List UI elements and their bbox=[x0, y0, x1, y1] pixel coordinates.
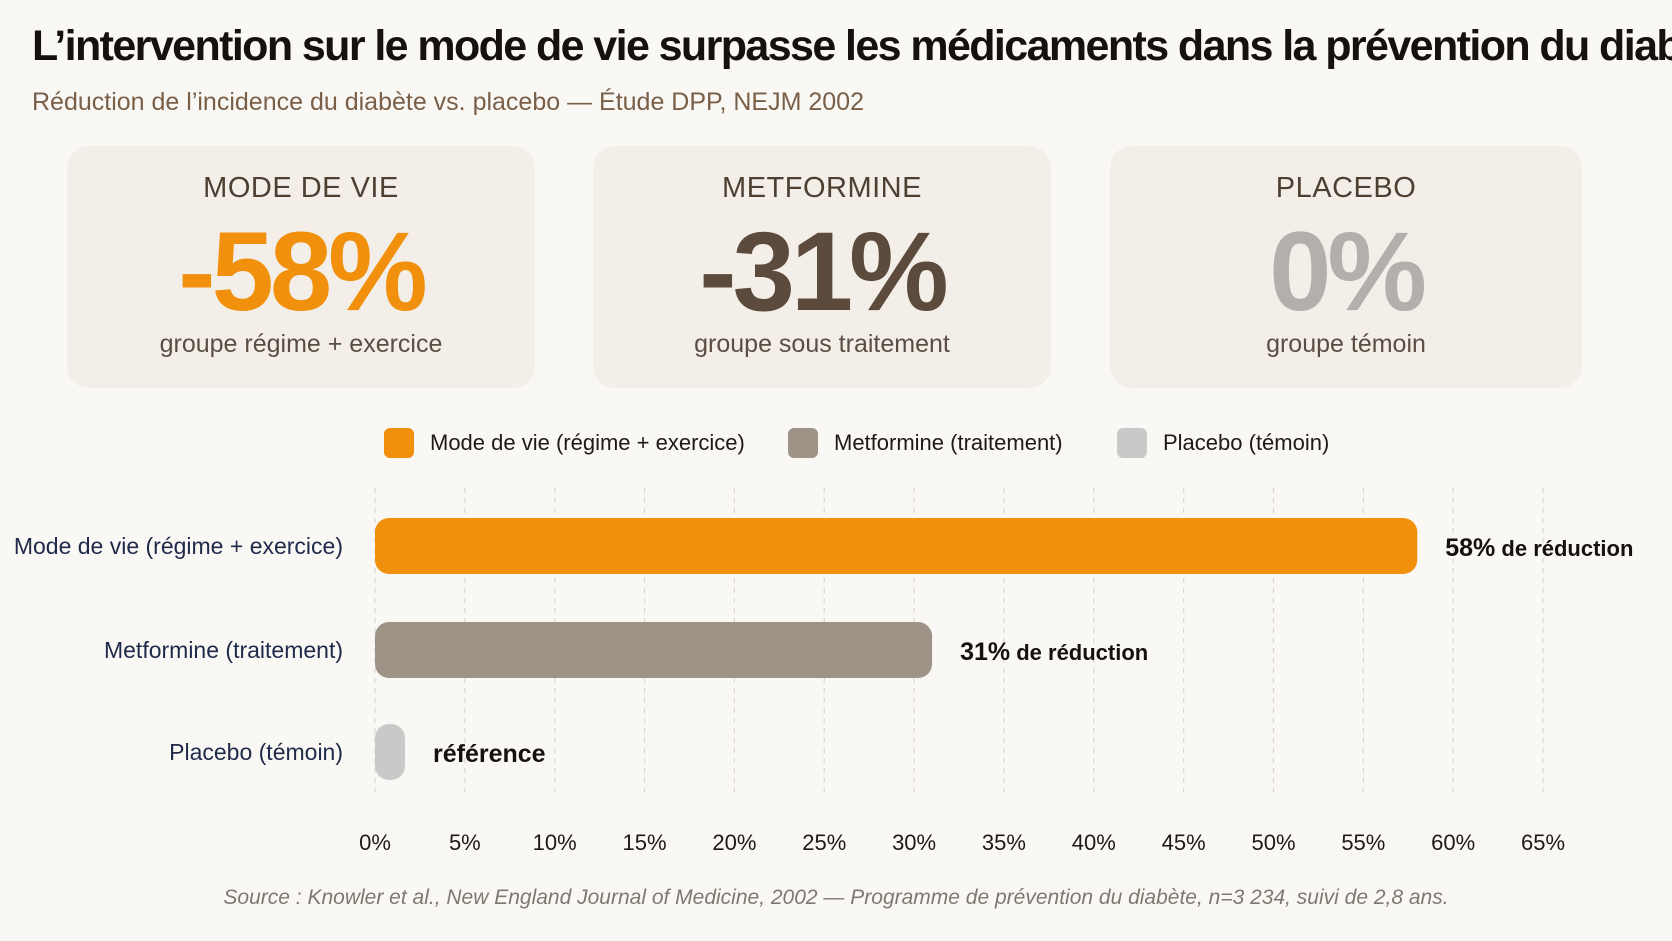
legend-label: Placebo (témoin) bbox=[1163, 430, 1330, 455]
value-label-text: de réduction bbox=[1010, 640, 1148, 665]
legend-swatch bbox=[384, 428, 414, 458]
chart-subtitle: Réduction de l’incidence du diabète vs. … bbox=[32, 88, 864, 116]
category-label: Mode de vie (régime + exercice) bbox=[14, 533, 343, 559]
legend-label: Metformine (traitement) bbox=[834, 430, 1063, 455]
legend-item-lifestyle: Mode de vie (régime + exercice) bbox=[384, 428, 745, 458]
x-tick-label: 0% bbox=[359, 830, 391, 855]
x-tick-label: 25% bbox=[802, 830, 846, 855]
x-tick-label: 35% bbox=[982, 830, 1026, 855]
bar bbox=[375, 518, 1418, 574]
x-tick-label: 20% bbox=[712, 830, 756, 855]
chart-title: L’intervention sur le mode de vie surpas… bbox=[32, 22, 1672, 70]
kpi-subtitle: groupe témoin bbox=[1266, 330, 1426, 358]
kpi-value: -31% bbox=[699, 209, 948, 334]
chart-legend: Mode de vie (régime + exercice) Metformi… bbox=[0, 428, 1672, 464]
kpi-cards: MODE DE VIE -58% groupe régime + exercic… bbox=[67, 146, 1582, 388]
value-label-number: 58% bbox=[1445, 534, 1495, 562]
kpi-card-placebo: PLACEBO 0% groupe témoin bbox=[1110, 146, 1582, 388]
x-tick-label: 40% bbox=[1072, 830, 1116, 855]
value-label-number: référence bbox=[433, 740, 546, 768]
value-label: 31% de réduction bbox=[960, 638, 1148, 666]
bar-chart: 0% 5% 10% 15% 20% 25% 30% 35% 40% 45% 50% 55% 60% 65%… bbox=[14, 488, 1633, 855]
x-tick-label: 50% bbox=[1251, 830, 1295, 855]
kpi-label: METFORMINE bbox=[722, 172, 922, 204]
x-tick-label: 30% bbox=[892, 830, 936, 855]
value-label-text: de réduction bbox=[1495, 536, 1633, 561]
x-tick-label: 45% bbox=[1162, 830, 1206, 855]
legend-swatch bbox=[788, 428, 818, 458]
x-tick-label: 55% bbox=[1341, 830, 1385, 855]
category-label: Metformine (traitement) bbox=[104, 637, 343, 663]
legend-item-metformin: Metformine (traitement) bbox=[788, 428, 1063, 458]
kpi-subtitle: groupe régime + exercice bbox=[159, 330, 443, 358]
x-tick-label: 15% bbox=[623, 830, 667, 855]
value-label: 58% de réduction bbox=[1445, 534, 1633, 562]
kpi-subtitle: groupe sous traitement bbox=[694, 330, 950, 358]
value-label: référence bbox=[433, 740, 546, 768]
kpi-label: MODE DE VIE bbox=[203, 172, 399, 204]
x-tick-label: 65% bbox=[1521, 830, 1565, 855]
kpi-value: 0% bbox=[1269, 209, 1427, 334]
legend-swatch bbox=[1117, 428, 1147, 458]
kpi-value: -58% bbox=[178, 209, 427, 334]
bar bbox=[375, 724, 405, 780]
legend-item-placebo: Placebo (témoin) bbox=[1117, 428, 1329, 458]
kpi-label: PLACEBO bbox=[1275, 172, 1417, 204]
x-tick-label: 60% bbox=[1431, 830, 1475, 855]
legend-label: Mode de vie (régime + exercice) bbox=[430, 430, 745, 455]
source-note: Source : Knowler et al., New England Jou… bbox=[223, 886, 1449, 909]
value-label-number: 31% bbox=[960, 638, 1010, 666]
x-tick-label: 5% bbox=[449, 830, 481, 855]
kpi-card-metformin: METFORMINE -31% groupe sous traitement bbox=[593, 146, 1051, 388]
x-tick-label: 10% bbox=[533, 830, 577, 855]
category-label: Placebo (témoin) bbox=[169, 739, 343, 765]
bar bbox=[375, 622, 933, 678]
kpi-card-lifestyle: MODE DE VIE -58% groupe régime + exercic… bbox=[67, 146, 535, 388]
